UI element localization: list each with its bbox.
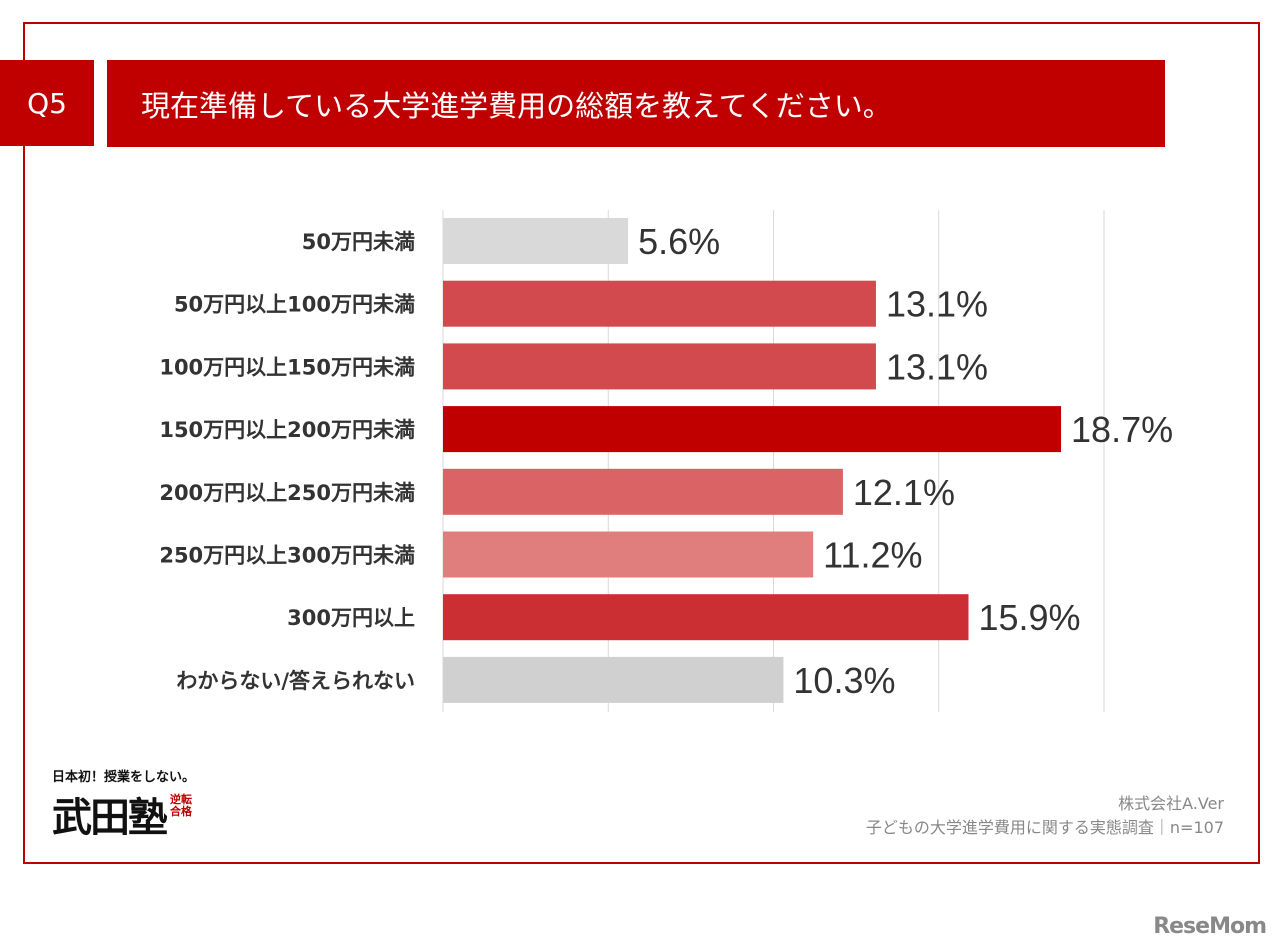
source: 株式会社A.Ver 子どもの大学進学費用に関する実態調査｜n=107: [866, 792, 1224, 840]
source-company: 株式会社A.Ver: [1118, 794, 1224, 813]
bar: [443, 406, 1062, 453]
category-label: 200万円以上250万円未満: [159, 481, 415, 505]
data-label: 11.2%: [823, 535, 922, 576]
logo-name: 武田塾: [52, 794, 168, 841]
bar: [443, 280, 876, 327]
bar: [443, 343, 876, 390]
category-label: 300万円以上: [287, 606, 415, 630]
logo-tagline: 日本初！授業をしない。: [52, 770, 196, 785]
bar: [443, 594, 969, 641]
data-label: 15.9%: [978, 597, 1080, 638]
chart-title: 現在準備している大学進学費用の総額を教えてください。: [107, 60, 1165, 147]
data-label: 18.7%: [1071, 409, 1173, 450]
data-label: 13.1%: [886, 284, 988, 325]
bar: [443, 531, 814, 578]
category-label: 100万円以上150万円未満: [159, 355, 415, 379]
category-label: 50万円以上100万円未満: [174, 293, 415, 317]
bar: [443, 218, 629, 264]
category-label: 250万円以上300万円未満: [159, 544, 415, 568]
source-survey: 子どもの大学進学費用に関する実態調査｜n=107: [865, 818, 1224, 837]
category-label: 50万円未満: [302, 230, 415, 254]
logo: 日本初！授業をしない。 武田塾 逆転合格: [52, 766, 222, 843]
logo-seal: 逆転合格: [170, 793, 192, 818]
data-label: 10.3%: [793, 660, 895, 701]
data-label: 13.1%: [886, 346, 988, 387]
watermark: ReseMom: [1153, 914, 1267, 939]
chart-frame: [23, 22, 1260, 864]
category-label: 150万円以上200万円未満: [159, 418, 415, 442]
data-label: 12.1%: [853, 472, 955, 513]
question-number: Q5: [0, 60, 94, 146]
category-label: わからない/答えられない: [176, 669, 415, 693]
bar: [443, 656, 784, 703]
bar: [443, 468, 843, 515]
data-label: 5.6%: [638, 221, 720, 262]
